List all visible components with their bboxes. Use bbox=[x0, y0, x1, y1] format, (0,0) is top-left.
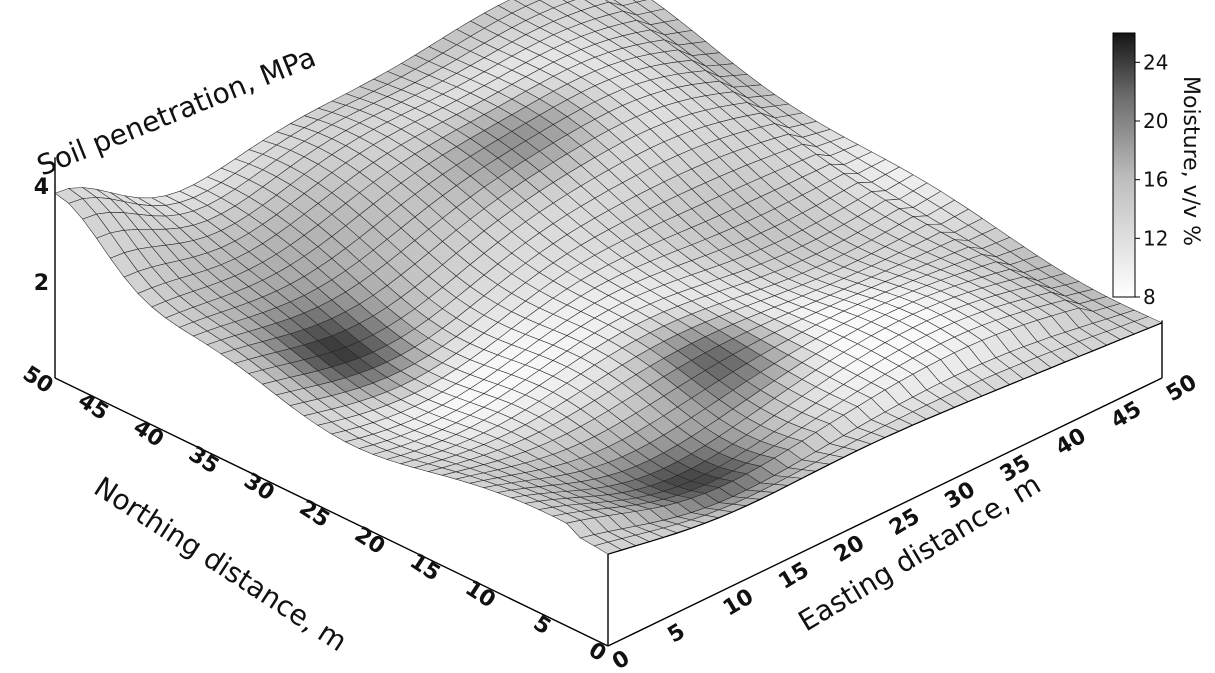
east-tick-label: 50 bbox=[1162, 370, 1201, 407]
north-tick-label: 25 bbox=[295, 495, 334, 533]
north-tick-label: 40 bbox=[129, 415, 168, 453]
colorbar-title: Moisture, v/v % bbox=[1178, 76, 1203, 246]
colorbar-tick-label: 8 bbox=[1143, 285, 1156, 309]
east-axis-title: Easting distance, m bbox=[793, 467, 1047, 638]
north-tick-label: 10 bbox=[460, 576, 499, 614]
east-axis-line bbox=[607, 377, 1163, 647]
axes-frame bbox=[54, 157, 1163, 647]
z-tick-label: 4 bbox=[34, 175, 49, 200]
north-tick-label: 20 bbox=[350, 522, 389, 560]
colorbar-tick-label: 16 bbox=[1143, 168, 1168, 192]
colorbar: 24 20 16 12 8 Moisture, v/v % bbox=[1112, 32, 1203, 309]
north-tick-label: 15 bbox=[405, 549, 444, 587]
east-tick-label: 0 bbox=[608, 646, 634, 673]
colorbar-tick-label: 12 bbox=[1143, 226, 1168, 250]
north-tick-label: 5 bbox=[529, 611, 555, 640]
north-axis-line bbox=[54, 377, 609, 647]
surface-mesh bbox=[54, 0, 1163, 555]
north-tick-label: 50 bbox=[18, 361, 57, 399]
north-tick-label: 0 bbox=[584, 638, 610, 667]
z-tick-label: 2 bbox=[34, 271, 49, 296]
north-tick-label: 35 bbox=[184, 442, 223, 480]
colorbar-tick-label: 20 bbox=[1143, 109, 1168, 133]
colorbar-tick-label: 24 bbox=[1143, 50, 1168, 74]
colorbar-gradient bbox=[1112, 32, 1136, 298]
north-tick-label: 30 bbox=[239, 469, 278, 507]
surface-cell bbox=[562, 0, 576, 3]
north-tick-label: 45 bbox=[73, 388, 112, 426]
surface-front-edge bbox=[607, 322, 1163, 555]
east-tick-label: 5 bbox=[664, 619, 690, 648]
